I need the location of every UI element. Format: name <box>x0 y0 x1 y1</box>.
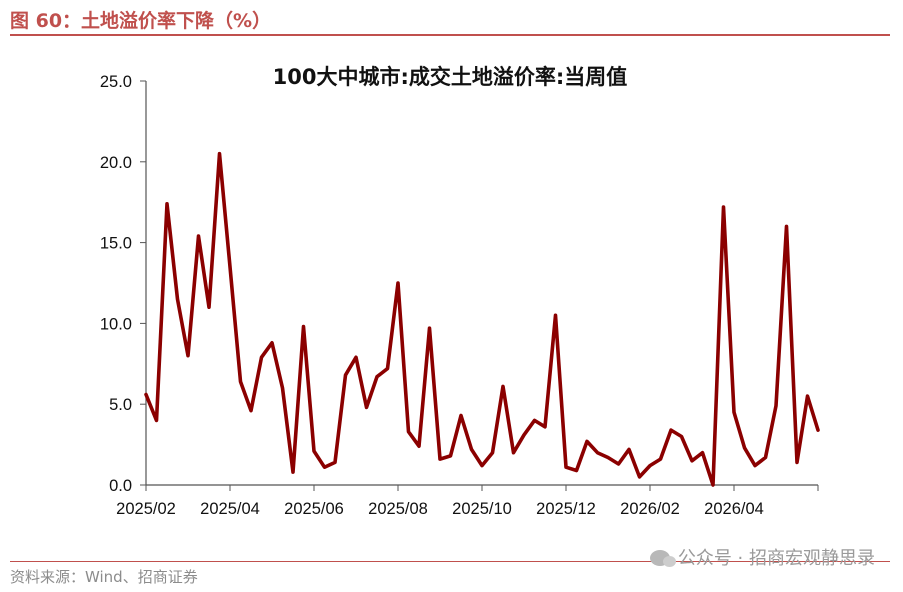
x-tick-label: 2025/12 <box>536 500 596 518</box>
x-tick-label: 2025/08 <box>368 500 428 518</box>
header-divider <box>10 34 890 36</box>
y-tick-label: 5.0 <box>109 396 132 414</box>
y-tick-label: 15.0 <box>100 235 132 253</box>
source-note: 资料来源：Wind、招商证券 <box>10 568 198 586</box>
watermark: 公众号 · 招商宏观静思录 <box>649 544 875 570</box>
figure-header: 图 60：土地溢价率下降（%） <box>10 4 890 34</box>
x-tick-label: 2026/02 <box>620 500 680 518</box>
series-line <box>144 151 820 487</box>
footer-divider <box>10 561 890 562</box>
x-tick-label: 2025/06 <box>284 500 344 518</box>
watermark-text: 公众号 · 招商宏观静思录 <box>677 548 875 569</box>
x-tick-label: 2026/04 <box>704 500 764 518</box>
plot-area <box>144 151 820 487</box>
x-tick-label: 2025/04 <box>200 500 260 518</box>
y-tick-label: 20.0 <box>100 154 132 172</box>
y-tick-label: 10.0 <box>100 315 132 333</box>
figure-title: 图 60：土地溢价率下降（%） <box>10 10 272 32</box>
x-tick-label: 2025/02 <box>116 500 176 518</box>
y-axis: 0.0 5.0 10.0 15.0 20.0 25.0 <box>100 73 147 495</box>
y-tick-label: 0.0 <box>109 477 132 495</box>
x-tick-label: 2025/10 <box>452 500 512 518</box>
chart-title: 100大中城市:成交土地溢价率:当周值 <box>273 65 628 89</box>
y-tick-label: 25.0 <box>100 73 132 91</box>
x-axis: 2025/02 2025/04 2025/06 2025/08 2025/10 2025/… <box>116 484 819 518</box>
wechat-icon <box>649 550 676 567</box>
line-chart: 100大中城市:成交土地溢价率:当周值 0.0 5.0 10.0 15.0 20.0 25… <box>100 65 820 518</box>
